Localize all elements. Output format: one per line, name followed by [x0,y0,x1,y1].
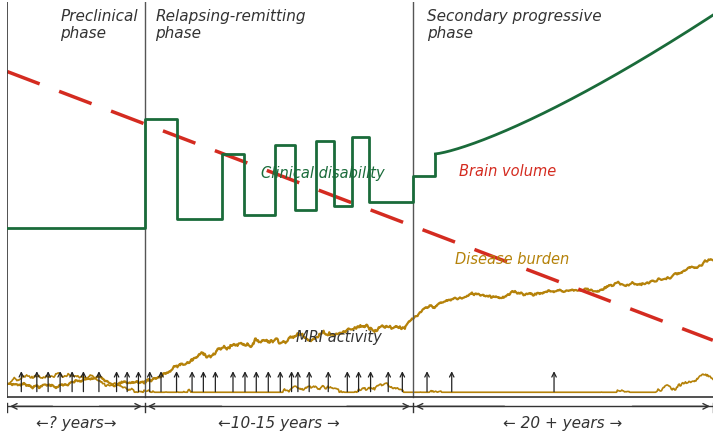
Text: Brain volume: Brain volume [459,164,556,179]
Text: ← 20 + years →: ← 20 + years → [503,416,623,431]
Text: MRI activity: MRI activity [297,330,382,345]
Text: Clinical disability: Clinical disability [261,166,385,181]
Text: Preclinical
phase: Preclinical phase [60,9,138,41]
Text: Disease burden: Disease burden [455,253,570,268]
Text: Relapsing-remitting
phase: Relapsing-remitting phase [156,9,306,41]
Text: ←? years→: ←? years→ [36,416,116,431]
Text: Secondary progressive
phase: Secondary progressive phase [427,9,602,41]
Text: ←10-15 years →: ←10-15 years → [218,416,340,431]
